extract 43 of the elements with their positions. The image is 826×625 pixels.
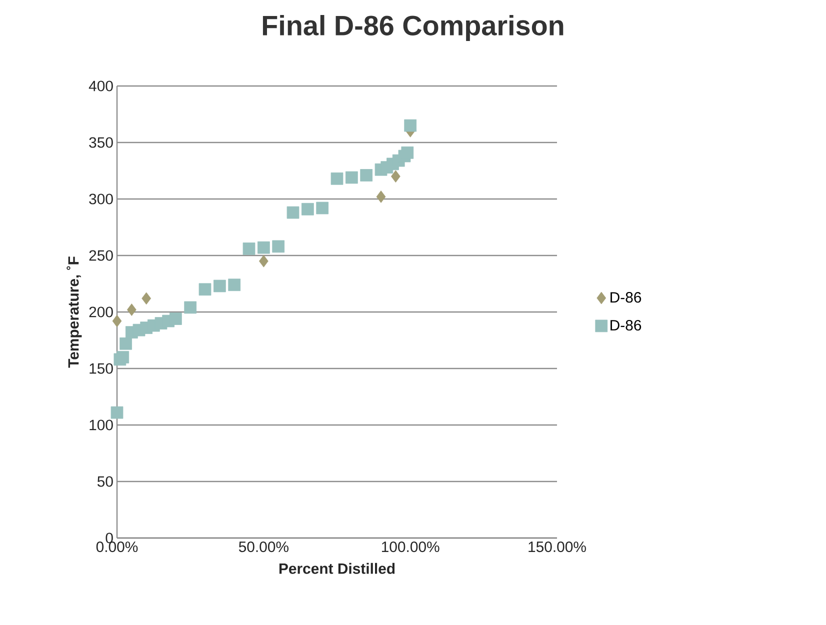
point: [272, 240, 285, 253]
point: [110, 406, 124, 419]
x-tick-label: 0.00%: [96, 542, 138, 552]
point: [360, 169, 373, 182]
point: [142, 292, 152, 305]
point: [198, 283, 212, 296]
y-tick-label: 0: [106, 532, 113, 544]
point: [120, 337, 132, 350]
point: [126, 304, 136, 316]
point: [401, 146, 414, 159]
point: [330, 172, 344, 185]
y-tick-label: 50: [97, 476, 113, 487]
x-tick-label: 150.00%: [528, 542, 586, 552]
x-tick-label: 50.00%: [238, 542, 288, 552]
y-tick-label: 250: [89, 250, 113, 261]
point: [242, 242, 256, 255]
y-tick-label: 400: [88, 80, 113, 92]
point: [184, 301, 197, 314]
legend-label: D-86: [610, 292, 642, 303]
y-tick-label: 200: [89, 306, 113, 318]
point: [258, 254, 268, 268]
point: [228, 278, 241, 292]
legend-label: D-86: [610, 320, 642, 331]
chart-title: Final D-86 Comparison: [262, 15, 564, 41]
point: [316, 202, 329, 214]
point: [116, 351, 130, 364]
point: [112, 314, 122, 328]
point: [376, 190, 386, 203]
x-axis-title: Percent Distilled: [279, 562, 395, 574]
point: [301, 202, 314, 216]
point: [286, 206, 300, 219]
point: [390, 170, 400, 183]
point: [345, 171, 358, 184]
y-tick-label: 300: [89, 194, 113, 204]
y-tick-label: 350: [89, 137, 113, 148]
y-tick-label: 150: [90, 363, 113, 374]
x-tick-label: 100.00%: [382, 542, 440, 552]
point: [170, 312, 182, 325]
y-tick-label: 100: [90, 420, 113, 430]
point: [258, 241, 270, 254]
point: [404, 119, 417, 132]
y-axis-title: Temperature, ˚F: [66, 256, 82, 368]
point: [214, 280, 226, 292]
